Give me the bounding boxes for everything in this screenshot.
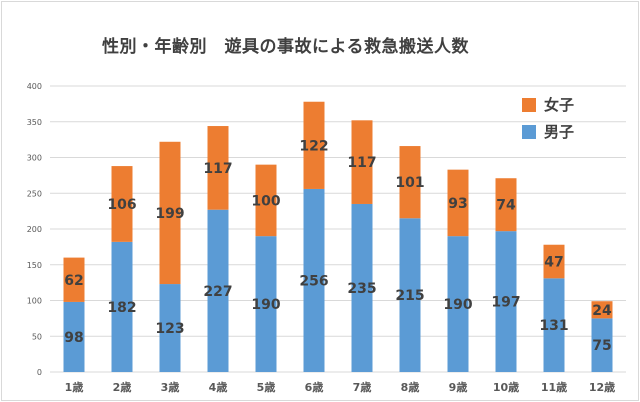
data-label-female: 74 xyxy=(496,198,516,214)
bar-female xyxy=(255,164,277,237)
y-tick-label: 300 xyxy=(27,154,42,163)
data-label-male: 215 xyxy=(395,288,424,304)
data-label-male: 131 xyxy=(539,318,568,334)
bar-male xyxy=(591,318,613,372)
x-tick-label: 3歳 xyxy=(161,380,180,394)
legend-item-male: 男子 xyxy=(522,121,612,141)
legend-swatch-female xyxy=(522,98,536,112)
x-tick-label: 2歳 xyxy=(113,380,132,394)
x-tick-label: 12歳 xyxy=(589,380,615,394)
x-tick-label: 1歳 xyxy=(65,380,84,394)
data-label-female: 122 xyxy=(299,138,328,154)
bar-male xyxy=(207,209,229,372)
bar-female xyxy=(447,169,469,237)
x-tick-label: 5歳 xyxy=(257,380,276,394)
data-label-female: 93 xyxy=(448,196,467,212)
data-label-male: 227 xyxy=(203,284,232,300)
y-tick-label: 50 xyxy=(32,332,42,341)
bar-female xyxy=(159,141,181,285)
bar-male xyxy=(255,236,277,372)
y-tick-label: 0 xyxy=(37,368,42,377)
bar-male xyxy=(447,236,469,372)
bar-female xyxy=(399,146,421,219)
data-label-male: 190 xyxy=(443,297,472,313)
chart-title: 性別・年齢別 遊具の事故による救急搬送人数 xyxy=(102,37,469,57)
x-tick-label: 9歳 xyxy=(449,380,468,394)
y-tick-label: 400 xyxy=(27,82,42,91)
y-tick-label: 200 xyxy=(27,225,42,234)
y-tick-label: 250 xyxy=(27,189,42,198)
data-label-male: 98 xyxy=(64,330,83,346)
bar-male xyxy=(495,231,517,372)
data-label-male: 75 xyxy=(592,338,611,354)
bar-male xyxy=(111,241,133,372)
bar-female xyxy=(111,166,133,242)
legend-label-female: 女子 xyxy=(544,96,575,114)
legend-label-male: 男子 xyxy=(544,123,575,141)
data-label-male: 256 xyxy=(299,273,328,289)
data-label-female: 47 xyxy=(544,255,563,271)
y-tick-label: 350 xyxy=(27,118,42,127)
bar-male xyxy=(159,284,181,372)
data-label-female: 199 xyxy=(155,206,184,222)
bar-male xyxy=(351,203,373,372)
bar-male xyxy=(543,278,565,372)
data-label-male: 182 xyxy=(107,300,136,316)
bar-male xyxy=(399,218,421,372)
bar-female xyxy=(207,126,229,210)
legend-swatch-male xyxy=(522,125,536,139)
x-tick-label: 7歳 xyxy=(353,380,372,394)
data-label-female: 101 xyxy=(395,175,424,191)
data-label-female: 117 xyxy=(203,161,232,177)
data-label-female: 100 xyxy=(251,193,280,209)
bar-female xyxy=(591,301,613,319)
data-label-female: 24 xyxy=(592,303,612,319)
bar-female xyxy=(303,101,325,189)
data-label-female: 117 xyxy=(347,155,376,171)
x-tick-label: 4歳 xyxy=(209,380,228,394)
bar-female xyxy=(63,257,85,302)
bar-female xyxy=(351,120,373,204)
y-tick-label: 150 xyxy=(27,261,42,270)
x-tick-label: 8歳 xyxy=(401,380,420,394)
bar-female xyxy=(543,244,565,279)
x-tick-label: 6歳 xyxy=(305,380,324,394)
x-tick-label: 11歳 xyxy=(541,380,567,394)
x-tick-label: 10歳 xyxy=(493,380,519,394)
bar-male xyxy=(63,301,85,372)
bar-male xyxy=(303,188,325,372)
data-label-male: 190 xyxy=(251,297,280,313)
data-label-female: 62 xyxy=(64,273,83,289)
data-label-female: 106 xyxy=(107,197,136,213)
data-label-male: 235 xyxy=(347,281,376,297)
bar-female xyxy=(495,178,517,232)
data-label-male: 197 xyxy=(491,295,520,311)
legend-item-female: 女子 xyxy=(522,94,612,114)
data-label-male: 123 xyxy=(155,321,184,337)
y-tick-label: 100 xyxy=(27,297,42,306)
